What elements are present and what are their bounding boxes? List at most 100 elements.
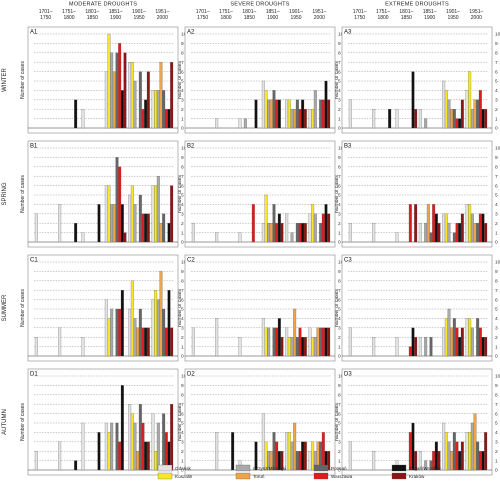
period-label-top: 1751–	[62, 9, 76, 15]
bar: Toruń 1851–1900: 4	[426, 204, 430, 243]
bar: Zagań/Wrocław 1951–2000: 7	[167, 290, 171, 357]
bar: Zagań/Wrocław 1901–1950: 2	[458, 451, 462, 471]
bar: Gdańsk 1751–1800: 2	[372, 223, 376, 243]
period-label-top: 1850	[401, 15, 412, 21]
bar: Gdańsk 1901–1950: 7	[128, 62, 132, 129]
period-label-top: 1900	[267, 15, 278, 21]
bar: Poznań 1951–2000: 4	[476, 318, 480, 357]
bar: Gdańsk 1851–1900: 4	[261, 318, 265, 357]
bar: Warszawa 1951–2000: 4	[478, 90, 482, 129]
bar: Orzysz/Mikołajki 1851–1900: 3	[267, 327, 271, 357]
bar: Gdańsk 1851–1900: 2	[418, 109, 422, 129]
bar: Koszalin 1851–1900: 4	[107, 318, 111, 357]
bar: Warszawa 1901–1950: 2	[141, 109, 145, 129]
bar: Gdańsk 1851–1900: 5	[104, 422, 108, 471]
bar: Warszawa 1901–1950: 3	[455, 441, 459, 471]
bar: Gdańsk 1801–1850: 2	[395, 337, 399, 357]
y-tick-label: 10	[181, 260, 187, 266]
bar: Warszawa 1951–2000: 3	[478, 213, 482, 243]
bar: Kraków 1951–2000: 6	[170, 185, 174, 243]
y-tick-label: 9	[181, 155, 184, 161]
y-tick-label: 3	[495, 440, 498, 446]
period-label-top: 1750	[197, 15, 208, 21]
bar: Gdańsk 1851–1900: 5	[261, 80, 265, 129]
y-tick-label: 0	[338, 354, 341, 360]
y-tick-label: 7	[495, 402, 498, 408]
bar: Gdańsk 1851–1900: 2	[418, 337, 422, 357]
y-axis-label: Number of cases	[177, 175, 183, 213]
legend: Gdańsk Koszalin Orzysz/Mikołajki Toruń Pozna…	[157, 464, 442, 480]
y-tick-label: 10	[495, 374, 500, 380]
panel-a2: 012345678910Gdańsk 1751–1800: 1Gdańsk 18…	[184, 26, 344, 134]
row-title: SUMMER	[2, 294, 8, 321]
bar: Kraków 1851–1900: 2	[280, 337, 284, 357]
bar: Zagań/Wrocław 1751–1800: 3	[74, 99, 78, 129]
y-tick-label: 8	[495, 165, 498, 171]
panel-a1: 012345678910Zagań/Wrocław 1751–1800: 3Gd…	[27, 26, 187, 134]
bar: Toruń 1951–2000: 2	[159, 223, 163, 243]
bar: Orzysz/Mikołajki 1901–1950: 2	[290, 109, 294, 129]
panel-label: A2	[187, 30, 195, 36]
y-axis-label: Number of cases	[334, 175, 340, 213]
period-label-top: 1800	[220, 15, 231, 21]
bar: Orzysz/Mikołajki 1901–1950: 3	[290, 441, 294, 471]
bar: Zagań/Wrocław 1901–1950: 3	[144, 213, 148, 243]
period-label-top: 1701–	[39, 9, 53, 15]
bar: Gdańsk 1951–2000: 3	[308, 327, 312, 357]
bar: Poznań 1901–1950: 2	[295, 223, 299, 243]
y-tick-label: 1	[338, 458, 341, 464]
panel-label: D1	[30, 372, 38, 378]
y-axis-label: Number of cases	[20, 175, 26, 213]
y-tick-label: 2	[338, 449, 341, 455]
bar: Kraków 1951–2000: 3	[170, 327, 174, 357]
y-tick-label: 10	[338, 374, 344, 380]
bar: Kraków 1901–1950: 3	[460, 327, 464, 357]
y-tick-label: 7	[181, 60, 184, 66]
y-tick-label: 7	[495, 60, 498, 66]
bar: Gdańsk 1901–1950: 3	[442, 213, 446, 243]
bar: Gdańsk 1701–1750: 3	[34, 213, 38, 243]
legend-swatch	[391, 464, 407, 472]
bar: Koszalin 1851–1900: 5	[264, 194, 268, 243]
bar: Gdańsk 1951–2000: 4	[151, 90, 155, 129]
bar: Koszalin 1951–2000: 4	[468, 432, 472, 471]
bar: Gdańsk 1751–1800: 2	[372, 451, 376, 471]
bar: Gdańsk 1751–1800: 3	[58, 327, 62, 357]
bar: Warszawa 1901–1950: 2	[298, 451, 302, 471]
bar: Zagań/Wrocław 1951–2000: 2	[481, 451, 485, 471]
bar: Gdańsk 1901–1950: 5	[128, 308, 132, 357]
y-tick-label: 9	[338, 155, 341, 161]
bar: Gdańsk 1901–1950: 3	[285, 99, 289, 129]
bar: Warszawa 1901–1950: 1	[455, 118, 459, 129]
panel-label: C2	[187, 258, 195, 264]
bar: Poznań 1851–1900: 4	[272, 432, 276, 471]
panel-label: B3	[344, 144, 352, 150]
bar: Poznań 1901–1950: 4	[452, 318, 456, 357]
y-tick-label: 3	[338, 98, 341, 104]
panel-label: B2	[187, 144, 195, 150]
y-axis-label: Number of cases	[177, 289, 183, 327]
y-tick-label: 10	[495, 32, 500, 38]
bar: Gdańsk 1751–1800: 4	[215, 318, 219, 357]
bar: Zagań/Wrocław 1951–2000: 4	[324, 204, 328, 243]
y-tick-label: 1	[338, 116, 341, 122]
bar: Poznań 1951–2000: 3	[476, 441, 480, 471]
period-label-top: 1950	[133, 15, 144, 21]
y-tick-label: 5	[338, 193, 341, 199]
y-tick-label: 5	[338, 79, 341, 85]
y-tick-label: 9	[495, 383, 498, 389]
bar: Kraków 1901–1950: 2	[303, 109, 307, 129]
y-tick-label: 3	[181, 98, 184, 104]
bar: Kraków 1901–1950: 2	[303, 223, 307, 243]
bar: Poznań 1951–2000: 2	[476, 223, 480, 243]
period-label-top: 1900	[110, 15, 121, 21]
bar: Orzysz/Mikołajki 1851–1900: 1	[424, 118, 428, 129]
panel-b1: 0 1 2 3 4 5 6 7 8 9 10 Gdańsk 1701–1750: 3 Gdańsk 17…	[27, 140, 187, 248]
bar: Gdańsk 1901–1950: 5	[442, 80, 446, 129]
bar: Gdańsk 1701–1750: 3	[348, 327, 352, 357]
bar: Zagań/Wrocław 1801–1850: 3	[254, 441, 258, 471]
bar: Kraków 1851–1900: 2	[280, 451, 284, 471]
bar: Zagań/Wrocław 1851–1900: 3	[277, 213, 281, 243]
period-label-top: 1800	[63, 15, 74, 21]
